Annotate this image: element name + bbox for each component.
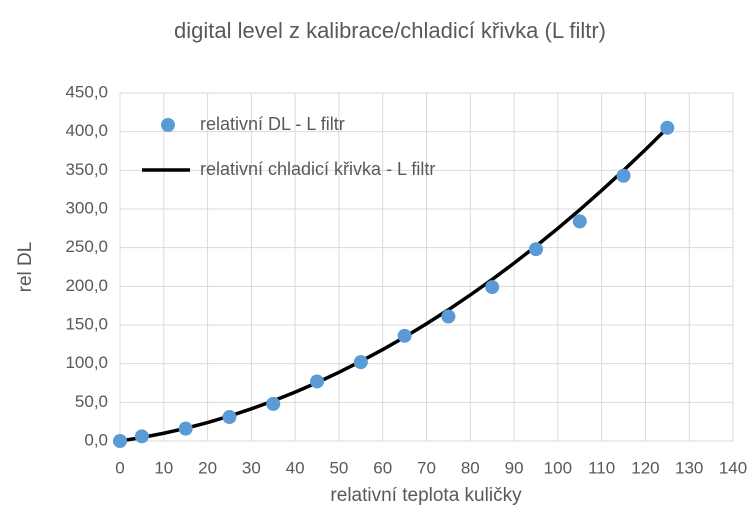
data-point bbox=[222, 410, 237, 425]
data-point bbox=[310, 374, 325, 389]
data-point bbox=[441, 309, 456, 324]
y-tick-label: 350,0 bbox=[65, 160, 108, 179]
y-tick-label: 200,0 bbox=[65, 276, 108, 295]
x-tick-label: 80 bbox=[461, 458, 480, 477]
x-tick-label: 110 bbox=[588, 458, 615, 477]
data-point bbox=[113, 434, 127, 448]
y-tick-label: 100,0 bbox=[65, 353, 108, 372]
x-tick-label: 130 bbox=[675, 458, 703, 477]
legend-label: relativní DL - L filtr bbox=[200, 114, 345, 134]
x-tick-label: 40 bbox=[286, 458, 305, 477]
data-point bbox=[178, 421, 193, 436]
data-point bbox=[134, 429, 149, 444]
data-point bbox=[397, 328, 412, 343]
chart-title: digital level z kalibrace/chladicí křivk… bbox=[174, 18, 606, 43]
x-axis-label: relativní teplota kuličky bbox=[330, 485, 522, 506]
y-tick-label: 150,0 bbox=[65, 314, 108, 333]
x-tick-label: 100 bbox=[544, 458, 572, 477]
y-tick-label: 0,0 bbox=[84, 430, 108, 449]
x-tick-label: 140 bbox=[719, 458, 747, 477]
x-tick-label: 0 bbox=[115, 458, 124, 477]
data-point bbox=[485, 280, 500, 295]
x-tick-label: 120 bbox=[631, 458, 659, 477]
legend-swatch bbox=[161, 118, 175, 132]
x-tick-label: 50 bbox=[329, 458, 348, 477]
y-axis-label: rel DL bbox=[15, 242, 36, 293]
data-point bbox=[616, 168, 631, 183]
data-point bbox=[528, 242, 543, 257]
data-point bbox=[266, 396, 281, 411]
data-point bbox=[660, 120, 675, 135]
x-tick-label: 60 bbox=[373, 458, 392, 477]
y-tick-label: 300,0 bbox=[65, 198, 108, 217]
data-point bbox=[572, 214, 587, 229]
y-tick-label: 450,0 bbox=[65, 82, 108, 101]
legend-label: relativní chladicí křivka - L filtr bbox=[200, 159, 435, 179]
x-tick-label: 20 bbox=[198, 458, 217, 477]
y-tick-label: 250,0 bbox=[65, 237, 108, 256]
x-tick-label: 30 bbox=[242, 458, 261, 477]
data-point bbox=[353, 355, 368, 370]
x-tick-label: 90 bbox=[505, 458, 524, 477]
y-tick-label: 50,0 bbox=[75, 392, 108, 411]
y-tick-label: 400,0 bbox=[65, 121, 108, 140]
curve bbox=[119, 126, 669, 443]
x-tick-label: 10 bbox=[154, 458, 173, 477]
x-tick-label: 70 bbox=[417, 458, 436, 477]
